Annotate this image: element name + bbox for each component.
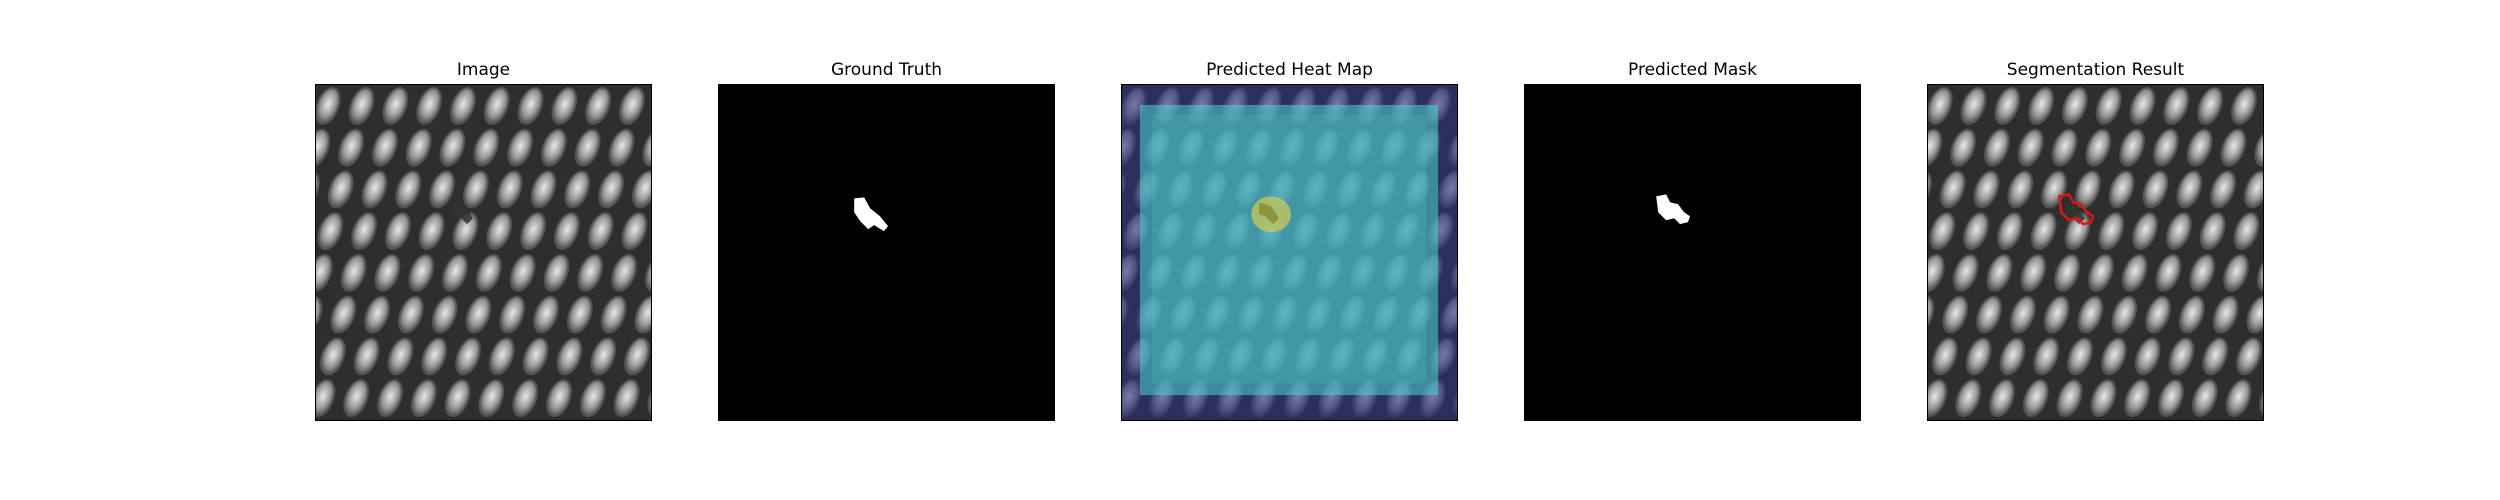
panel-title: Ground Truth [830,60,943,80]
panel-title: Predicted Heat Map [1206,60,1373,80]
predicted-mask [1524,84,1861,421]
defect-contour [2057,192,2095,226]
heat-map-image [1122,85,1457,420]
heat-map-view [1121,84,1458,421]
segmentation-image [1928,85,2263,420]
mesh-texture-image [316,85,651,420]
segmentation-view [1927,84,2264,421]
panel-title: Predicted Mask [1628,60,1757,80]
image-view [315,84,652,421]
panel-title: Segmentation Result [2006,60,2185,80]
ground-truth-mask [718,84,1055,421]
panel-title: Image [456,60,511,80]
mask-image [1525,85,1860,420]
mask-image [719,85,1054,420]
